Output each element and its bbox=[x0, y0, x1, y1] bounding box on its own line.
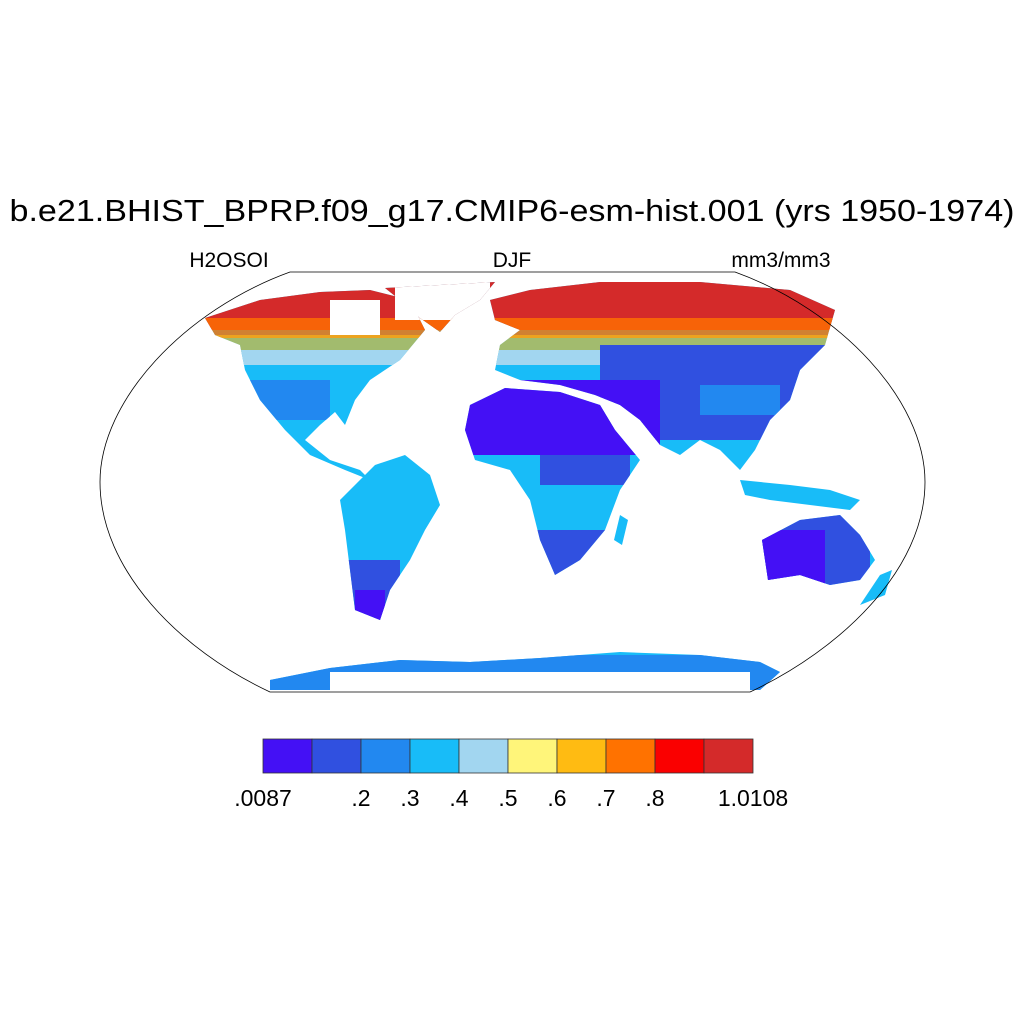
colorbar-box bbox=[507, 738, 558, 774]
variable-label: H2OSOI bbox=[189, 249, 268, 272]
colorbar-box bbox=[311, 738, 362, 774]
colorbar-box bbox=[605, 738, 656, 774]
colorbar-label: .8 bbox=[645, 785, 664, 811]
map-boundary bbox=[99, 271, 926, 693]
colorbar-box bbox=[360, 738, 411, 774]
colorbar-box bbox=[262, 738, 313, 774]
soil-moisture-field bbox=[205, 282, 892, 690]
colorbar-box bbox=[409, 738, 460, 774]
units-label: mm3/mm3 bbox=[731, 249, 830, 272]
colorbar-label: .7 bbox=[596, 785, 615, 811]
colorbar-box bbox=[556, 738, 607, 774]
colorbar-label: .0087 bbox=[234, 785, 292, 811]
colorbar-label: .2 bbox=[351, 785, 370, 811]
plot-title: b.e21.BHIST_BPRP.f09_g17.CMIP6-esm-hist.… bbox=[10, 193, 1015, 228]
colorbar-label: 1.0108 bbox=[718, 785, 788, 811]
colorbar-label: .3 bbox=[400, 785, 419, 811]
colorbar-label: .4 bbox=[449, 785, 468, 811]
colorbar: .0087 .2 .3 .4 .5 .6 .7 .8 1.0108 bbox=[234, 738, 788, 811]
colorbar-box bbox=[703, 738, 754, 774]
season-label: DJF bbox=[493, 249, 532, 272]
colorbar-label: .5 bbox=[498, 785, 517, 811]
colorbar-label: .6 bbox=[547, 785, 566, 811]
colorbar-box bbox=[654, 738, 705, 774]
colorbar-box bbox=[458, 738, 509, 774]
